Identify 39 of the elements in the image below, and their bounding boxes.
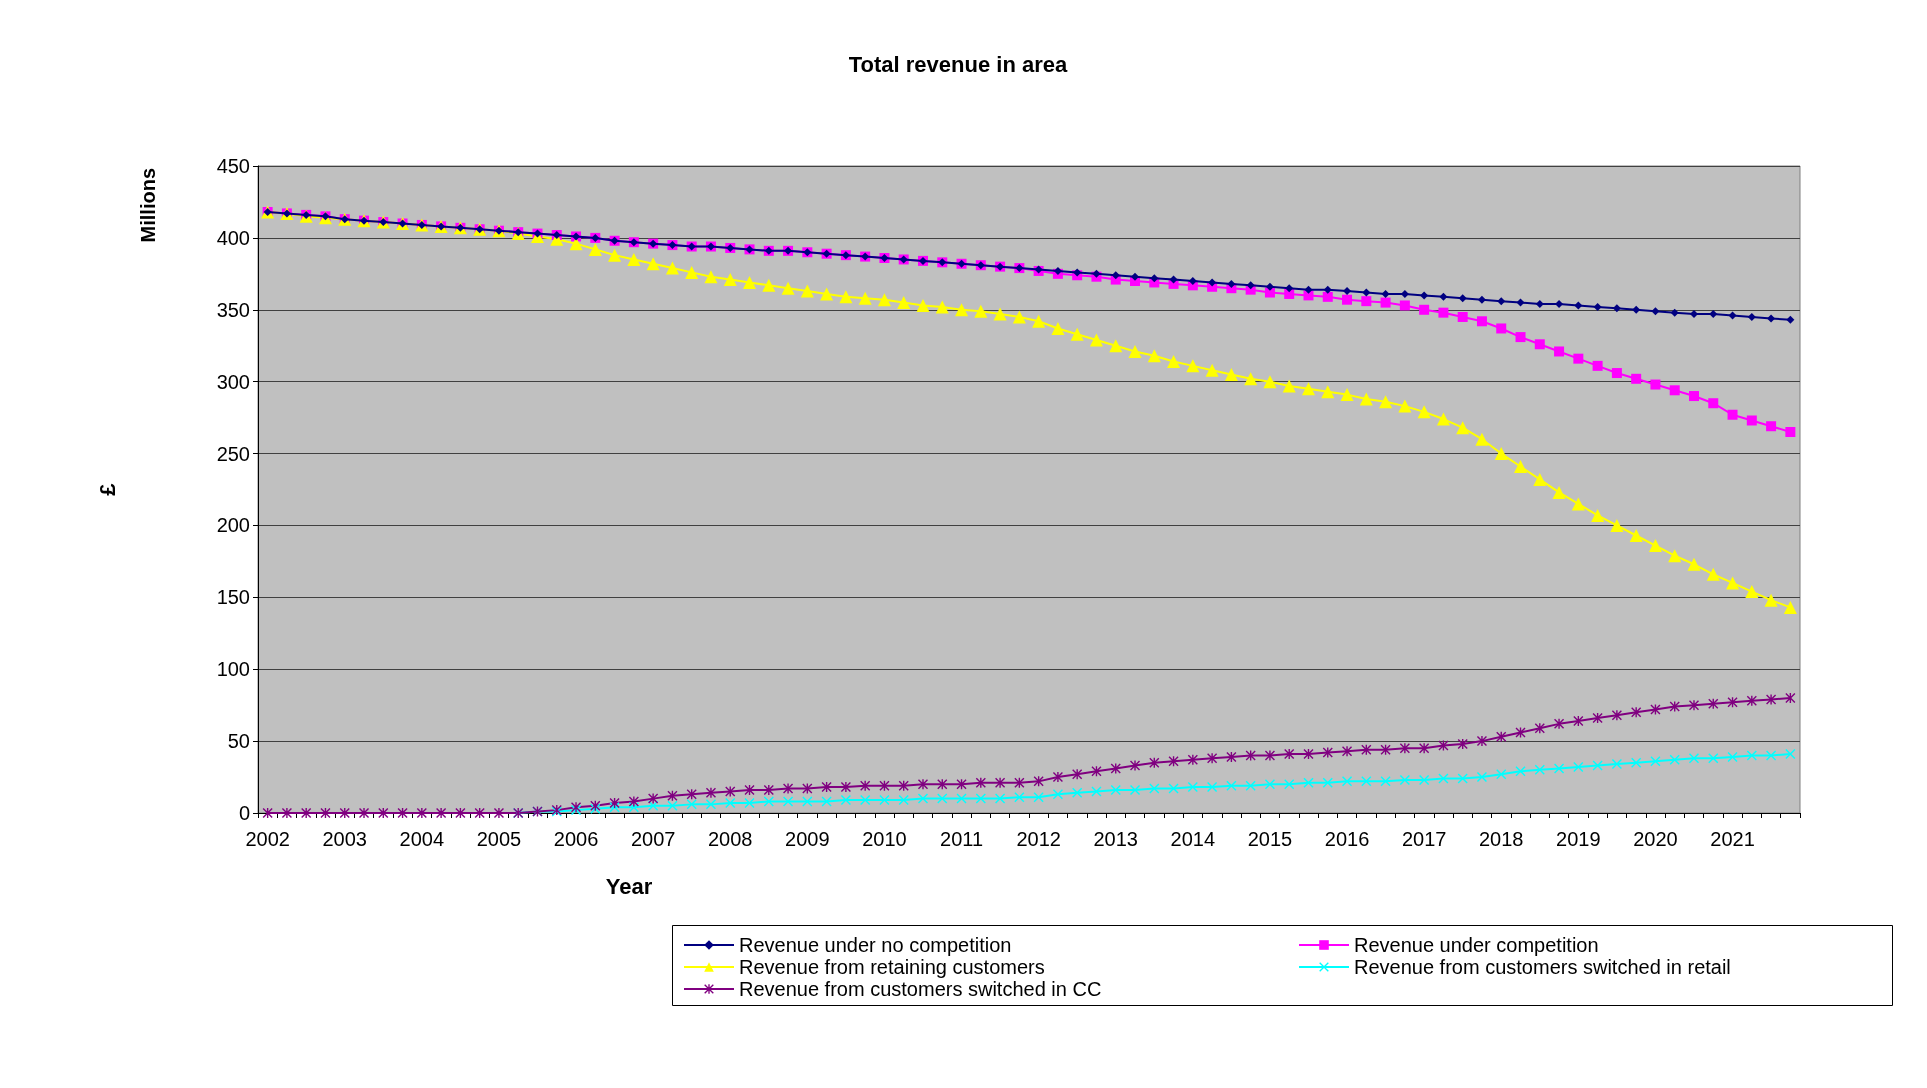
x-tick-label: 2019 (1556, 828, 1601, 850)
x-tick-label: 2005 (476, 828, 522, 850)
x-tick-label: 2010 (862, 828, 907, 850)
y-tick-label: 200 (216, 514, 250, 537)
y-tick-label: 400 (216, 226, 250, 249)
y-tick-label: 350 (216, 298, 250, 321)
x-tick-label: 2020 (1633, 828, 1678, 850)
x-axis-title: Year (605, 873, 653, 899)
x-tick-label: 2017 (1401, 828, 1447, 850)
x-tick-label: 2009 (785, 828, 830, 850)
x-tick-label: 2014 (1170, 828, 1216, 850)
y-tick-label: 0 (238, 802, 250, 824)
x-tick-label: 2003 (322, 828, 367, 850)
legend-label: Revenue from customers switched in retail (1354, 956, 1731, 978)
y-tick-label: 300 (216, 370, 250, 393)
x-tick-label: 2008 (707, 828, 753, 850)
x-tick-label: 2002 (245, 828, 290, 850)
chart-title: Total revenue in area (848, 51, 1068, 77)
text: Millions (137, 167, 159, 243)
x-tick-label: 2012 (1016, 828, 1061, 850)
x-tick-label: 2011 (940, 828, 984, 850)
legend-label: Revenue under no competition (739, 934, 1012, 956)
x-tick-label: 2006 (553, 828, 599, 850)
y-tick-label: 450 (216, 155, 250, 177)
y-tick-label: 50 (227, 730, 250, 753)
x-tick-label: 2015 (1247, 828, 1293, 850)
x-tick-label: 2013 (1093, 828, 1138, 850)
x-tick-label: 2004 (399, 828, 445, 850)
y-tick-label: 100 (216, 658, 250, 681)
legend-label: Revenue under competition (1354, 934, 1599, 956)
x-tick-label: 2018 (1478, 828, 1524, 850)
x-tick-label: 2007 (630, 828, 676, 850)
legend-label: Revenue from retaining customers (739, 956, 1045, 978)
x-tick-label: 2021 (1710, 828, 1755, 850)
y-tick-label: 250 (216, 442, 250, 465)
legend-label: Revenue from customers switched in CC (739, 978, 1102, 1000)
y-tick-label: 150 (216, 586, 250, 609)
x-tick-label: 2016 (1324, 828, 1370, 850)
y-axis-title: £ (94, 482, 120, 496)
